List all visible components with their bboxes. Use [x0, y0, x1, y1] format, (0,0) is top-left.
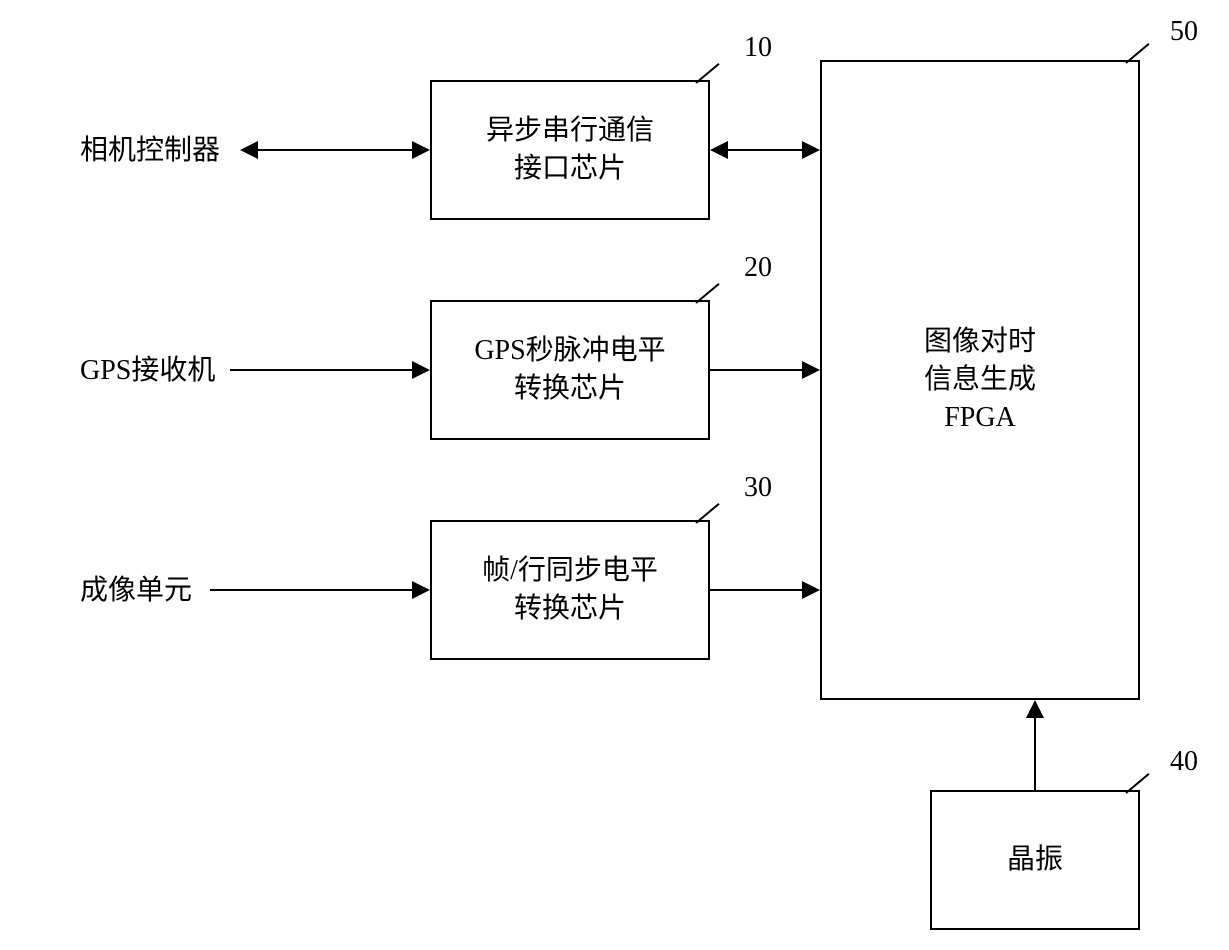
arrows-layer	[0, 0, 1229, 950]
